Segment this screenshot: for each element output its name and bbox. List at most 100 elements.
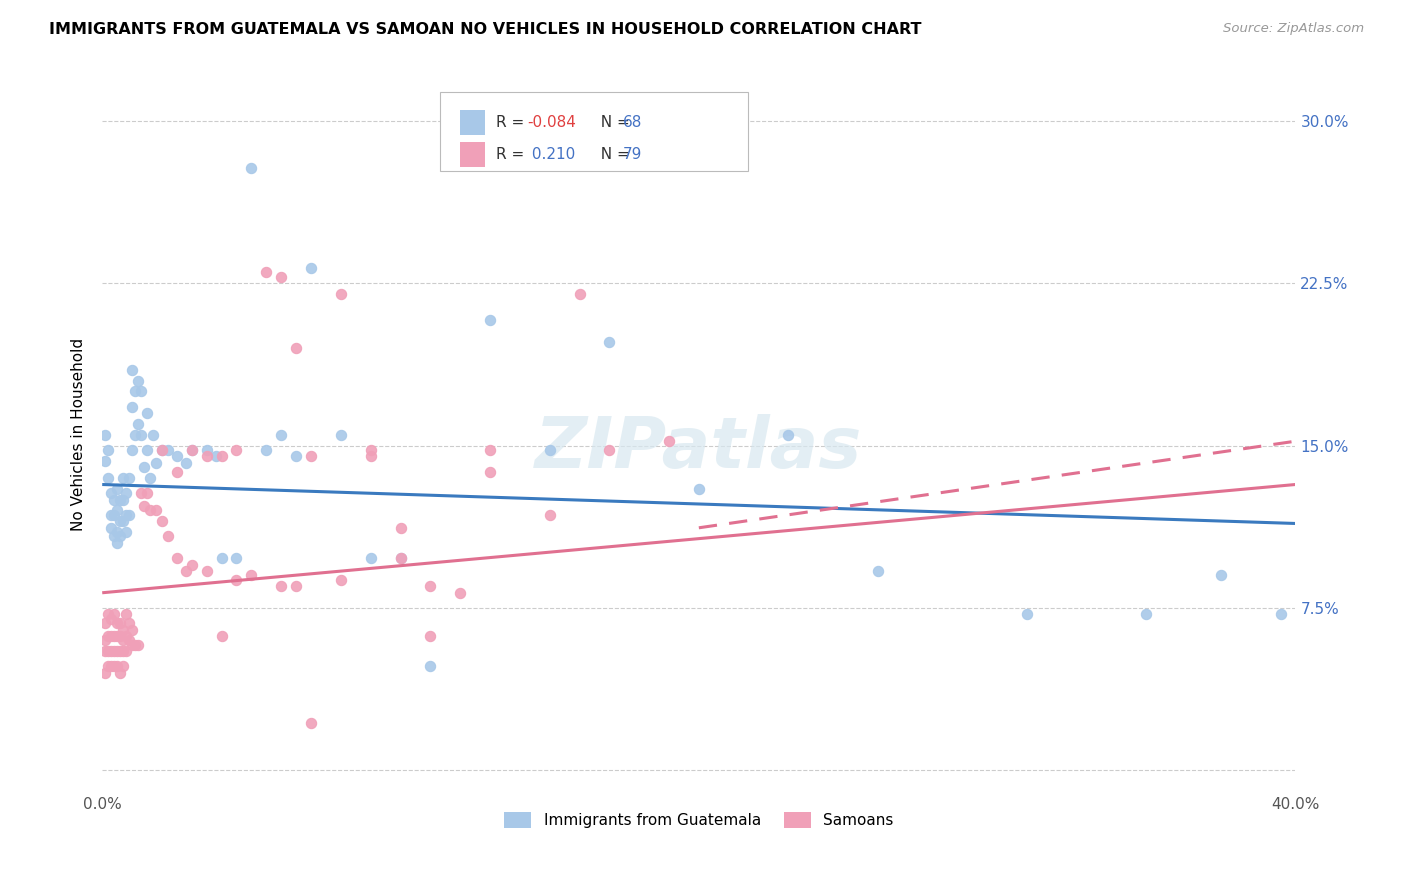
Point xyxy=(139,471,162,485)
Point xyxy=(105,629,128,643)
Point xyxy=(112,514,135,528)
Text: 68: 68 xyxy=(623,115,643,129)
Point xyxy=(100,629,122,643)
Point xyxy=(1015,607,1038,622)
Text: R =: R = xyxy=(496,115,530,129)
Point xyxy=(479,465,502,479)
Point xyxy=(118,471,141,485)
Point xyxy=(100,659,122,673)
Point xyxy=(598,334,620,349)
Point xyxy=(112,623,135,637)
Point xyxy=(270,427,292,442)
Point xyxy=(129,486,152,500)
Text: 0.210: 0.210 xyxy=(527,147,575,161)
Point xyxy=(204,450,226,464)
Point xyxy=(132,499,155,513)
Point xyxy=(150,442,173,457)
Y-axis label: No Vehicles in Household: No Vehicles in Household xyxy=(72,338,86,532)
Point xyxy=(538,442,561,457)
Point xyxy=(360,450,382,464)
Point xyxy=(105,482,128,496)
Point xyxy=(240,568,263,582)
Point xyxy=(100,612,122,626)
Point xyxy=(254,265,277,279)
Point xyxy=(240,161,263,176)
Point xyxy=(115,508,138,522)
Point xyxy=(285,579,308,593)
Point xyxy=(121,442,143,457)
Point xyxy=(329,287,352,301)
Point xyxy=(479,313,502,327)
Point xyxy=(97,442,120,457)
Point xyxy=(94,616,117,631)
Point xyxy=(115,525,138,540)
Point xyxy=(105,525,128,540)
Point xyxy=(449,586,471,600)
Point xyxy=(103,508,125,522)
Point xyxy=(688,482,710,496)
Point xyxy=(108,514,131,528)
Point xyxy=(145,503,167,517)
Point xyxy=(270,269,292,284)
Point xyxy=(105,503,128,517)
Point xyxy=(105,659,128,673)
Point xyxy=(285,341,308,355)
Point xyxy=(285,450,308,464)
Point xyxy=(225,442,247,457)
Point xyxy=(254,442,277,457)
Point xyxy=(112,492,135,507)
Point xyxy=(270,579,292,593)
Point xyxy=(136,442,159,457)
Point xyxy=(145,456,167,470)
Point xyxy=(180,558,202,572)
Point xyxy=(195,450,218,464)
Point xyxy=(211,450,233,464)
Point xyxy=(174,564,197,578)
Point xyxy=(142,427,165,442)
Point xyxy=(97,644,120,658)
Point xyxy=(127,417,149,431)
Point xyxy=(103,644,125,658)
Point xyxy=(100,508,122,522)
Point xyxy=(121,623,143,637)
Point xyxy=(97,659,120,673)
Point xyxy=(108,616,131,631)
Point xyxy=(299,260,322,275)
Point xyxy=(100,644,122,658)
Point xyxy=(94,644,117,658)
Point xyxy=(124,638,146,652)
Point xyxy=(329,427,352,442)
Point xyxy=(1270,607,1292,622)
Point xyxy=(180,442,202,457)
Point xyxy=(156,529,179,543)
Point xyxy=(127,638,149,652)
Point xyxy=(1135,607,1157,622)
Point xyxy=(299,715,322,730)
Text: N =: N = xyxy=(591,115,634,129)
Text: IMMIGRANTS FROM GUATEMALA VS SAMOAN NO VEHICLES IN HOUSEHOLD CORRELATION CHART: IMMIGRANTS FROM GUATEMALA VS SAMOAN NO V… xyxy=(49,22,922,37)
Point xyxy=(139,503,162,517)
Point xyxy=(118,616,141,631)
Point xyxy=(97,607,120,622)
Legend: Immigrants from Guatemala, Samoans: Immigrants from Guatemala, Samoans xyxy=(498,806,900,834)
Point xyxy=(419,659,441,673)
Point xyxy=(115,629,138,643)
Point xyxy=(103,629,125,643)
Point xyxy=(94,633,117,648)
Point xyxy=(115,486,138,500)
Point xyxy=(94,427,117,442)
Text: ZIPatlas: ZIPatlas xyxy=(536,415,862,483)
Point xyxy=(127,374,149,388)
Point xyxy=(195,564,218,578)
Point xyxy=(108,529,131,543)
Point xyxy=(225,551,247,566)
Text: 79: 79 xyxy=(623,147,643,161)
Point xyxy=(211,551,233,566)
Point xyxy=(97,471,120,485)
Point xyxy=(124,384,146,399)
Point xyxy=(166,465,188,479)
Point xyxy=(108,492,131,507)
Point xyxy=(105,616,128,631)
Point xyxy=(389,551,412,566)
Point xyxy=(180,442,202,457)
